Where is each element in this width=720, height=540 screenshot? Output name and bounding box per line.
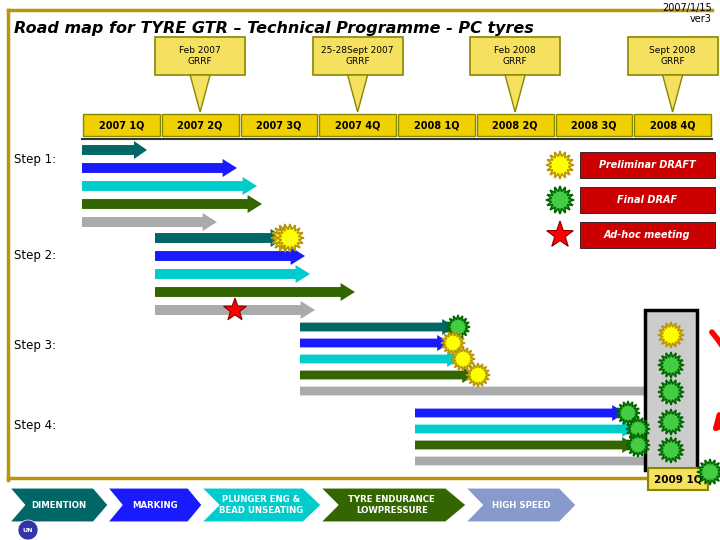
Polygon shape xyxy=(155,301,315,319)
Polygon shape xyxy=(82,195,262,213)
Text: 2007/1/15: 2007/1/15 xyxy=(662,3,712,13)
FancyBboxPatch shape xyxy=(240,114,318,136)
Polygon shape xyxy=(82,141,147,159)
Polygon shape xyxy=(446,315,470,339)
Polygon shape xyxy=(300,319,455,335)
Text: Road map for TYRE GTR – Technical Programme - PC tyres: Road map for TYRE GTR – Technical Progra… xyxy=(14,21,534,36)
FancyBboxPatch shape xyxy=(319,114,396,136)
Text: Step 3:: Step 3: xyxy=(14,339,56,352)
Text: 2007 1Q: 2007 1Q xyxy=(99,120,144,130)
Polygon shape xyxy=(546,221,573,246)
Polygon shape xyxy=(10,488,108,522)
Polygon shape xyxy=(415,437,635,453)
Polygon shape xyxy=(441,331,465,355)
Text: UN: UN xyxy=(23,528,33,532)
Polygon shape xyxy=(415,405,625,421)
Polygon shape xyxy=(505,75,525,112)
FancyBboxPatch shape xyxy=(628,37,718,75)
Polygon shape xyxy=(82,213,217,231)
Text: Ad-hoc meeting: Ad-hoc meeting xyxy=(604,230,690,240)
Text: 2007 4Q: 2007 4Q xyxy=(335,120,380,130)
FancyBboxPatch shape xyxy=(580,222,715,248)
Text: 2007 3Q: 2007 3Q xyxy=(256,120,302,130)
Text: PLUNGER ENG &
BEAD UNSEATING: PLUNGER ENG & BEAD UNSEATING xyxy=(219,495,303,515)
Text: 25-28Sept 2007
GRRF: 25-28Sept 2007 GRRF xyxy=(321,46,394,66)
Polygon shape xyxy=(224,298,246,320)
Polygon shape xyxy=(271,224,299,252)
FancyBboxPatch shape xyxy=(645,310,697,470)
Text: 2008 4Q: 2008 4Q xyxy=(650,120,696,130)
Text: HIGH SPEED: HIGH SPEED xyxy=(492,501,550,510)
Text: 2008 1Q: 2008 1Q xyxy=(413,120,459,130)
FancyBboxPatch shape xyxy=(162,114,238,136)
Text: TYRE ENDURANCE
LOWPRESSURE: TYRE ENDURANCE LOWPRESSURE xyxy=(348,495,435,515)
FancyBboxPatch shape xyxy=(398,114,474,136)
Polygon shape xyxy=(466,363,490,387)
Polygon shape xyxy=(300,351,460,367)
Polygon shape xyxy=(190,75,210,112)
Polygon shape xyxy=(546,186,574,214)
Text: MARKING: MARKING xyxy=(132,501,178,510)
FancyBboxPatch shape xyxy=(648,468,708,490)
Polygon shape xyxy=(155,265,310,283)
Text: 2008 2Q: 2008 2Q xyxy=(492,120,538,130)
Polygon shape xyxy=(108,488,202,522)
Polygon shape xyxy=(321,488,466,522)
Polygon shape xyxy=(348,75,368,112)
Text: Feb 2008
GRRF: Feb 2008 GRRF xyxy=(494,46,536,66)
Polygon shape xyxy=(658,322,684,348)
Polygon shape xyxy=(658,437,684,463)
Polygon shape xyxy=(697,459,720,485)
Polygon shape xyxy=(658,379,684,405)
Polygon shape xyxy=(546,151,574,179)
Text: 2007 2Q: 2007 2Q xyxy=(177,120,222,130)
FancyBboxPatch shape xyxy=(83,114,160,136)
Polygon shape xyxy=(658,352,684,378)
Text: ver3: ver3 xyxy=(690,14,712,24)
Polygon shape xyxy=(415,453,685,469)
Polygon shape xyxy=(276,224,304,252)
FancyBboxPatch shape xyxy=(312,37,402,75)
Polygon shape xyxy=(300,335,450,351)
Polygon shape xyxy=(658,409,684,435)
FancyBboxPatch shape xyxy=(580,187,715,213)
Text: DIMENTION: DIMENTION xyxy=(32,501,86,510)
Polygon shape xyxy=(82,177,257,195)
Text: Preliminar DRAFT: Preliminar DRAFT xyxy=(599,160,696,170)
FancyBboxPatch shape xyxy=(556,114,632,136)
Polygon shape xyxy=(155,283,355,301)
Text: Feb 2007
GRRF: Feb 2007 GRRF xyxy=(179,46,221,66)
Polygon shape xyxy=(662,75,683,112)
Text: Step 2:: Step 2: xyxy=(14,248,56,261)
Text: Final DRAF: Final DRAF xyxy=(617,195,677,205)
Circle shape xyxy=(18,520,38,540)
Text: Step 4:: Step 4: xyxy=(14,418,56,431)
Polygon shape xyxy=(626,433,650,457)
FancyBboxPatch shape xyxy=(580,152,715,178)
Polygon shape xyxy=(202,488,321,522)
Polygon shape xyxy=(300,367,475,383)
Polygon shape xyxy=(415,421,635,437)
FancyBboxPatch shape xyxy=(634,114,711,136)
Text: Sept 2008
GRRF: Sept 2008 GRRF xyxy=(649,46,696,66)
Polygon shape xyxy=(155,229,285,247)
Text: 2008 3Q: 2008 3Q xyxy=(571,120,616,130)
Polygon shape xyxy=(300,383,690,399)
Text: Step 1:: Step 1: xyxy=(14,153,56,166)
FancyBboxPatch shape xyxy=(155,37,245,75)
Polygon shape xyxy=(626,417,650,441)
Polygon shape xyxy=(616,401,640,425)
Polygon shape xyxy=(155,247,305,265)
FancyBboxPatch shape xyxy=(477,114,554,136)
FancyBboxPatch shape xyxy=(470,37,560,75)
Polygon shape xyxy=(466,488,576,522)
Polygon shape xyxy=(82,159,237,177)
Text: 2009 1Q: 2009 1Q xyxy=(654,474,702,484)
Polygon shape xyxy=(451,347,475,371)
